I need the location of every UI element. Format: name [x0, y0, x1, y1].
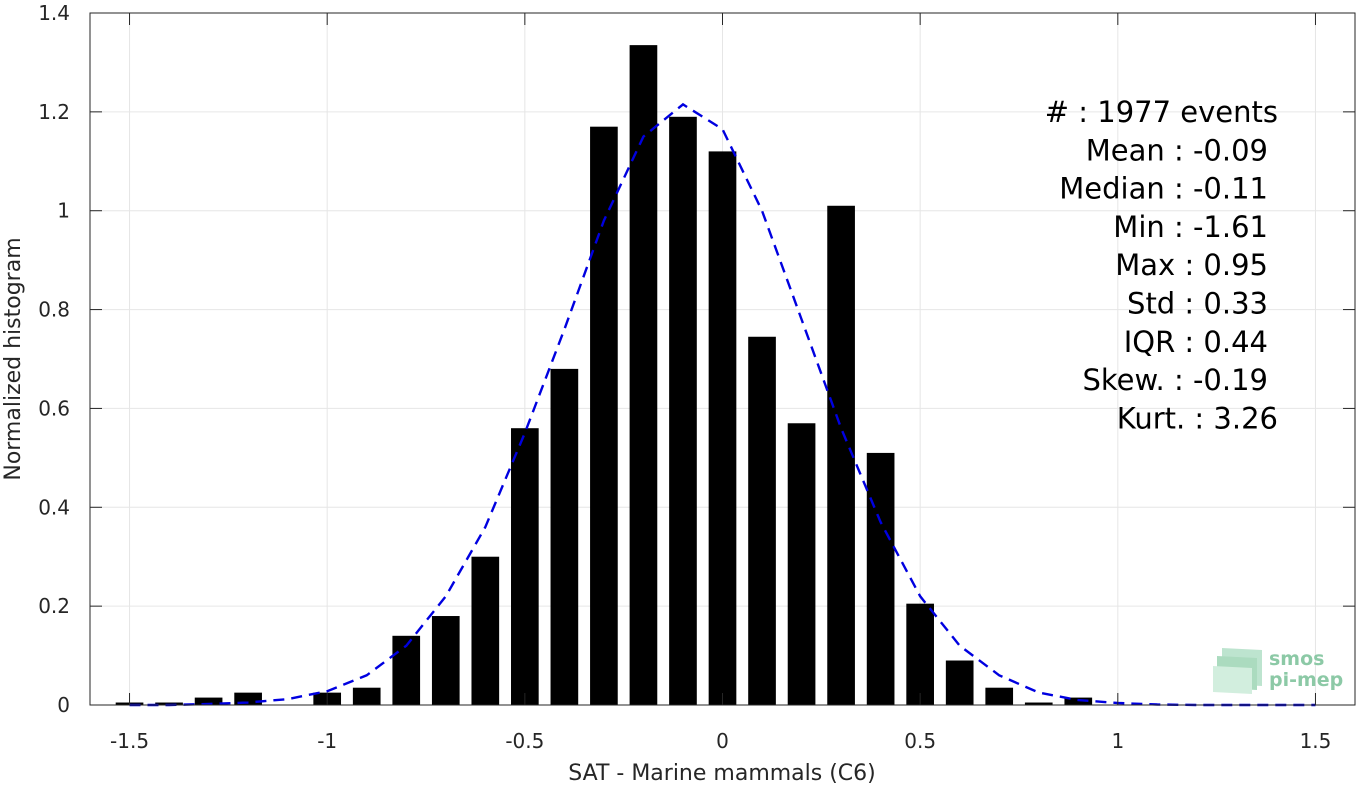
- y-tick-label: 0.2: [38, 594, 70, 618]
- stat-line: Std : 0.33: [1127, 287, 1268, 321]
- histogram-bar: [511, 428, 539, 705]
- x-tick-label: -1.5: [110, 729, 149, 753]
- stat-line: Mean : -0.09: [1086, 133, 1268, 167]
- tick-marks: [90, 12, 1355, 706]
- histogram-bar: [155, 702, 183, 705]
- y-tick-label: 0: [57, 693, 70, 717]
- x-tick-labels: -1.5 -1 -0.5 0 0.5 1 1.5: [110, 729, 1331, 753]
- histogram-bar: [827, 205, 855, 705]
- x-tick-label: 0.5: [904, 729, 936, 753]
- stats-annotation: # : 1977 events Mean : -0.09 Median : -0.1…: [1045, 95, 1278, 435]
- smos-pi-mep-logo: smos pi-mep: [1213, 648, 1343, 694]
- histogram-bar: [590, 126, 618, 705]
- y-tick-label: 0.8: [38, 298, 70, 322]
- y-tick-label: 1.4: [38, 1, 70, 25]
- histogram-bar: [669, 116, 697, 706]
- histogram-bar: [471, 556, 500, 705]
- histogram-bar: [629, 45, 658, 706]
- x-axis-label: SAT - Marine mammals (C6): [568, 761, 876, 785]
- y-tick-label: 1: [57, 199, 70, 223]
- y-tick-label: 0.4: [38, 495, 70, 519]
- histogram-bar: [431, 616, 460, 705]
- histogram-bar: [985, 687, 1014, 705]
- wave-logo-icon: [1213, 648, 1262, 694]
- bars: [115, 45, 1093, 706]
- stat-line: Min : -1.61: [1113, 210, 1268, 244]
- histogram-bar: [1024, 702, 1053, 705]
- histogram-bar: [945, 660, 974, 705]
- x-tick-label: 1: [1111, 729, 1124, 753]
- stat-line: IQR : 0.44: [1124, 325, 1268, 359]
- y-tick-labels: 0 0.2 0.4 0.6 0.8 1 1.2 1.4: [38, 1, 70, 717]
- histogram-bar: [866, 452, 895, 705]
- x-tick-label: -1: [317, 729, 337, 753]
- stat-line: Max : 0.95: [1115, 248, 1268, 282]
- histogram-bar: [787, 423, 816, 705]
- histogram-bar: [352, 687, 381, 705]
- stat-line: Kurt. : 3.26: [1117, 401, 1278, 435]
- y-tick-label: 1.2: [38, 100, 70, 124]
- histogram-bar: [392, 635, 421, 705]
- histogram-bar: [708, 151, 737, 705]
- histogram-bar: [748, 336, 776, 705]
- stat-line: # : 1977 events: [1045, 95, 1278, 129]
- x-tick-label: -0.5: [505, 729, 544, 753]
- histogram-bar: [194, 697, 223, 705]
- x-tick-label: 1.5: [1300, 729, 1332, 753]
- stat-line: Skew. : -0.19: [1082, 363, 1268, 397]
- y-tick-label: 0.6: [38, 396, 70, 420]
- logo-line-1: smos: [1269, 648, 1324, 670]
- x-tick-label: 0: [716, 729, 729, 753]
- histogram-bar: [906, 603, 934, 705]
- y-axis-label: Normalized histogram: [1, 237, 26, 480]
- logo-line-2: pi-mep: [1269, 669, 1343, 691]
- stat-line: Median : -0.11: [1059, 172, 1268, 206]
- histogram-bar: [550, 368, 579, 705]
